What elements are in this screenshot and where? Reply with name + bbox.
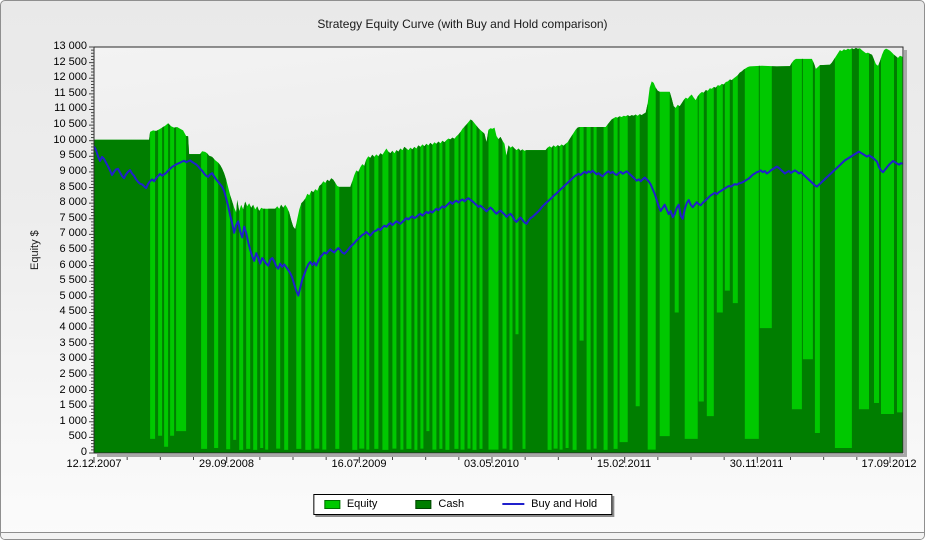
x-axis-tick-label: 30.11.2011 [729,458,784,470]
legend-label-cash: Cash [438,498,465,510]
y-axis-tick-label: 8 500 [59,180,87,193]
y-axis-tick-label: 500 [68,430,87,443]
chart-title: Strategy Equity Curve (with Buy and Hold… [317,17,608,31]
y-axis-tick-label: 5 500 [59,274,87,287]
legend-item-equity: Equity [323,498,378,510]
plot-shadow-right [904,50,907,456]
x-axis-tick-label: 12.12.2007 [66,458,122,470]
cash-swatch-icon [415,499,432,509]
legend-item-cash: Cash [415,498,464,510]
buy-and-hold-line-icon [502,503,525,505]
y-axis-tick-label: 3 000 [59,352,87,365]
buy-and-hold-line [93,145,904,297]
y-axis-tick-label: 0 [80,446,87,458]
y-axis-tick-label: 4 500 [59,305,87,318]
plot-shadow-bottom [97,454,907,457]
y-axis-tick-label: 12 500 [53,55,87,68]
y-axis-tick-label: 8 000 [59,196,87,209]
y-axis-tick-label: 12 000 [53,71,87,84]
y-axis-tick-label: 6 000 [59,258,87,271]
y-axis-tick-label: 11 000 [54,102,87,115]
x-axis-tick-label: 29.09.2008 [198,458,255,470]
y-axis-tick-label: 7 500 [59,211,87,224]
y-axis-tick-label: 2 500 [59,367,87,380]
legend-label-buy-and-hold: Buy and Hold [531,498,598,510]
x-axis-tick-label: 16.07.2009 [331,458,387,470]
equity-swatch-icon [323,499,340,509]
y-axis-tick-label: 4 000 [59,321,87,334]
y-axis-tick-label: 1 000 [59,414,87,427]
y-axis-tick-label: 3 500 [59,336,87,349]
equity-curve-plot [89,46,907,463]
y-axis-tick-label: 5 000 [59,289,87,302]
y-axis-tick-label: 7 000 [59,227,87,240]
window-footer-strip [1,532,924,539]
x-axis-tick-label: 15.02.2011 [596,458,652,470]
x-axis-tick-label: 17.09.2012 [861,458,917,470]
y-axis-tick-label: 10 500 [53,118,87,131]
cash-area [94,47,903,454]
y-axis-tick-label: 2 000 [59,383,87,396]
legend-label-equity: Equity [346,498,378,510]
y-axis-tick-label: 1 500 [59,399,87,412]
legend: Equity Cash Buy and Hold [312,494,613,515]
y-axis-tick-label: 9 500 [59,149,87,162]
x-axis-tick-label: 03.05.2010 [463,458,520,470]
y-axis-tick-label: 13 000 [53,40,87,52]
y-axis-tick-label: 6 500 [59,243,87,255]
y-axis-tick-label: 9 000 [59,164,87,177]
y-axis-tick-label: 11 500 [54,86,87,99]
y-axis-tick-label: 10 000 [53,133,87,146]
legend-item-buy-and-hold: Buy and Hold [502,498,597,510]
